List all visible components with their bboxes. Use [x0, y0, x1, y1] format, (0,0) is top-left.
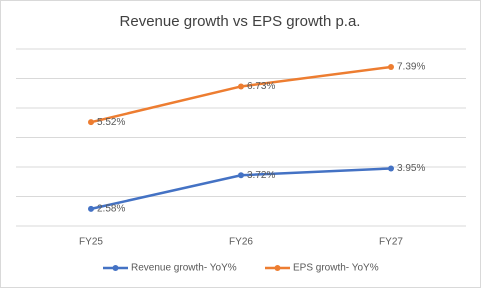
- data-point: [238, 172, 244, 179]
- data-point: [238, 83, 244, 90]
- x-tick-label: FY26: [229, 237, 253, 248]
- data-label: 3.72%: [247, 170, 275, 181]
- data-point: [388, 165, 394, 172]
- data-point: [88, 205, 94, 212]
- legend-label: Revenue growth- YoY%: [131, 263, 237, 274]
- data-label: 5.52%: [97, 117, 125, 128]
- data-label: 2.58%: [97, 204, 125, 215]
- x-tick-label: FY25: [79, 237, 103, 248]
- data-label: 7.39%: [397, 62, 425, 73]
- data-label: 6.73%: [247, 81, 275, 92]
- legend-marker: [112, 265, 119, 271]
- chart-title: Revenue growth vs EPS growth p.a.: [120, 13, 361, 30]
- data-point: [88, 119, 94, 126]
- data-point: [388, 63, 394, 70]
- x-tick-label: FY27: [379, 237, 403, 248]
- legend-marker: [274, 265, 281, 271]
- data-label: 3.95%: [397, 163, 425, 174]
- legend-label: EPS growth- YoY%: [293, 263, 379, 274]
